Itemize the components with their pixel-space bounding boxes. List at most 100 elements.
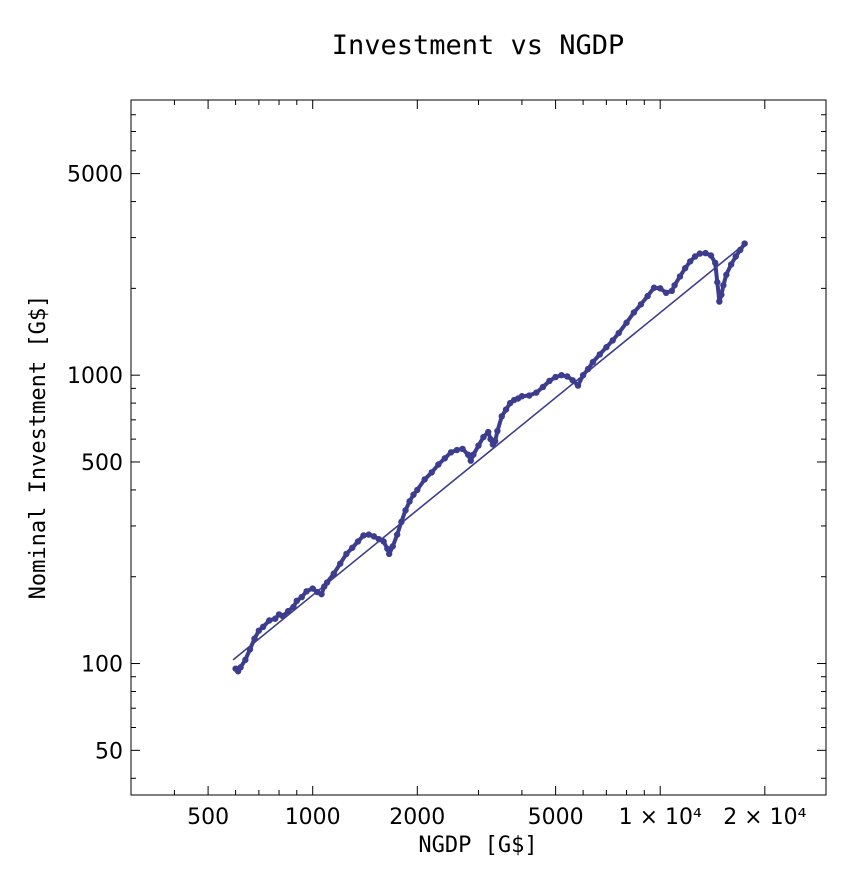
data-point — [707, 252, 715, 259]
data-point — [475, 442, 482, 449]
x-tick-label: 500 — [187, 805, 229, 830]
data-point — [435, 461, 442, 468]
data-point — [293, 597, 300, 605]
fit-line — [232, 243, 746, 661]
data-point — [255, 627, 263, 634]
data-point — [370, 533, 378, 540]
data-point — [546, 377, 553, 385]
data-point — [343, 550, 350, 558]
data-point — [242, 656, 249, 664]
data-point — [681, 264, 689, 272]
data-point — [502, 406, 510, 413]
data-point — [574, 382, 582, 389]
x-tick-label: 2000 — [389, 805, 445, 830]
data-point — [389, 543, 396, 550]
data-point — [470, 451, 477, 458]
data-point — [365, 531, 372, 538]
data-point — [552, 373, 559, 381]
data-point — [676, 273, 684, 280]
data-point — [716, 298, 723, 305]
data-point — [428, 469, 435, 476]
y-tick-label: 50 — [95, 739, 123, 764]
x-tick-label: 5000 — [528, 805, 584, 830]
y-axis-ticks: 50 100 500 1000 5000 — [67, 99, 826, 779]
data-point — [637, 301, 645, 308]
data-point — [406, 498, 413, 505]
data-point — [309, 585, 316, 592]
data-point — [718, 291, 725, 298]
data-point — [712, 259, 719, 267]
data-point — [609, 337, 616, 344]
x-tick-label: 1 × 10⁴ — [619, 805, 702, 830]
data-point — [558, 371, 565, 379]
data-point — [498, 413, 505, 420]
y-tick-label: 1000 — [67, 364, 123, 389]
y-tick-label: 5000 — [67, 163, 123, 188]
data-point — [657, 285, 664, 292]
data-point — [467, 457, 474, 464]
data-point — [603, 344, 610, 351]
data-point — [526, 392, 533, 399]
data-point — [459, 445, 466, 453]
data-point — [453, 446, 461, 454]
y-tick-label: 500 — [81, 451, 123, 476]
data-point — [691, 253, 699, 260]
data-point — [447, 449, 455, 456]
data-point — [644, 292, 651, 300]
data-point — [539, 383, 547, 391]
data-point — [464, 451, 472, 458]
data-point — [623, 319, 630, 326]
data-point — [485, 428, 492, 436]
data-point — [284, 607, 292, 615]
data-point — [671, 282, 678, 289]
data-point — [687, 258, 694, 265]
data-point — [402, 507, 409, 514]
data-point — [360, 532, 367, 539]
data-point — [410, 491, 417, 498]
data-point — [393, 531, 401, 538]
data-point — [662, 289, 670, 297]
data-point — [615, 329, 622, 337]
data-point — [266, 617, 273, 624]
data-point — [720, 282, 727, 289]
data-point — [384, 545, 391, 552]
x-tick-label: 2 × 10⁴ — [723, 805, 806, 830]
chart-title: Investment vs NGDP — [332, 30, 625, 61]
data-point — [668, 287, 676, 295]
data-point — [650, 284, 658, 291]
data-point — [441, 455, 449, 462]
series-layer — [232, 240, 748, 675]
data-point — [723, 271, 730, 278]
data-point — [414, 486, 421, 494]
data-point — [696, 250, 703, 257]
data-point — [518, 393, 526, 400]
data-point — [596, 351, 603, 358]
data-point — [237, 664, 244, 671]
data-point — [533, 389, 540, 396]
data-point — [318, 590, 325, 598]
data-point — [732, 253, 739, 260]
data-point — [589, 358, 597, 366]
data-point — [337, 560, 344, 567]
data-point — [702, 249, 709, 257]
data-point — [303, 588, 310, 595]
data-point — [714, 279, 721, 286]
data-point — [491, 438, 499, 445]
y-tick-label: 100 — [81, 653, 123, 678]
y-axis-label: Nominal Investment [G$] — [26, 295, 51, 600]
data-point — [727, 261, 735, 268]
data-point — [630, 309, 638, 316]
data-point — [354, 538, 362, 545]
data-trace — [233, 241, 747, 674]
data-point — [259, 623, 267, 631]
data-point — [480, 433, 487, 441]
x-tick-label: 1000 — [285, 805, 341, 830]
data-point — [421, 476, 428, 483]
data-point — [385, 550, 393, 558]
x-axis-label: NGDP [G$] — [418, 833, 537, 858]
data-point — [380, 538, 387, 545]
data-point — [272, 615, 279, 622]
data-point — [494, 427, 501, 435]
